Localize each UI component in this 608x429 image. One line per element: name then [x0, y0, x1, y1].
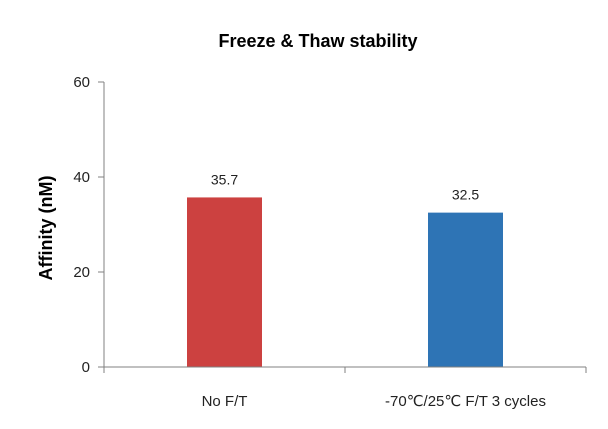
- y-tick-label-1: 0: [82, 359, 90, 376]
- bars-layer: 35.7 32.5: [187, 171, 503, 367]
- x-tick-label-1: No F/T: [202, 393, 248, 410]
- x-tick-label-2: -70℃/25℃ F/T 3 cycles: [385, 393, 546, 410]
- y-tick-label-2: 20: [73, 264, 90, 281]
- data-label-1: 35.7: [211, 171, 238, 187]
- y-axis-label: Affinity (nM): [36, 176, 56, 281]
- axes-layer: No F/T -70℃/25℃ F/T 3 cycles 0 20 40 60: [73, 74, 587, 410]
- bar-1: [187, 197, 262, 367]
- y-tick-label-3: 40: [73, 169, 90, 186]
- data-label-2: 32.5: [452, 187, 479, 203]
- chart-title: Freeze & Thaw stability: [218, 31, 417, 51]
- bar-2: [428, 212, 503, 367]
- y-tick-label-4: 60: [73, 74, 90, 91]
